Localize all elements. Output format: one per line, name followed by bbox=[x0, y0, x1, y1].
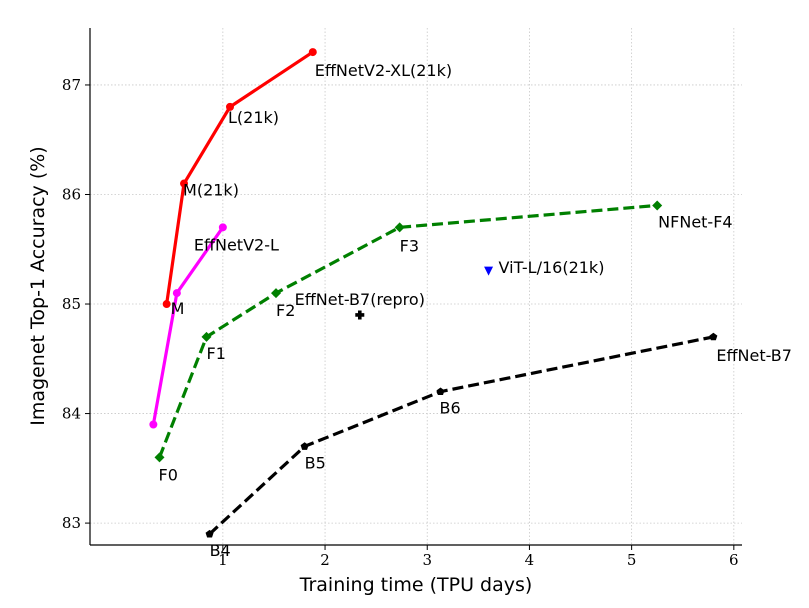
data-point bbox=[484, 266, 494, 276]
point-label: F3 bbox=[400, 236, 419, 255]
series-line bbox=[165, 50, 314, 305]
data-point bbox=[180, 179, 189, 188]
point-label: B5 bbox=[305, 453, 326, 472]
data-point bbox=[436, 387, 445, 396]
x-tick-label: 4 bbox=[525, 551, 535, 569]
x-tick-label: 5 bbox=[627, 551, 637, 569]
data-point bbox=[149, 420, 158, 429]
x-tick-label: 3 bbox=[422, 551, 432, 569]
data-point bbox=[394, 222, 405, 233]
series-4 bbox=[355, 310, 365, 320]
gridlines bbox=[90, 28, 742, 545]
y-tick-label: 85 bbox=[62, 295, 81, 313]
series bbox=[149, 48, 718, 538]
series-line bbox=[151, 226, 225, 425]
data-point bbox=[172, 289, 181, 298]
data-point bbox=[652, 200, 663, 211]
point-label: NFNet-F4 bbox=[658, 212, 732, 231]
data-point bbox=[205, 529, 214, 538]
point-label: B4 bbox=[210, 541, 231, 560]
data-point bbox=[201, 331, 212, 342]
y-tick-label: 87 bbox=[62, 76, 81, 94]
x-tick-label: 1 bbox=[218, 551, 228, 569]
x-axis-title: Training time (TPU days) bbox=[299, 574, 533, 596]
data-point bbox=[218, 223, 227, 232]
series-5 bbox=[484, 266, 494, 276]
point-label: F1 bbox=[207, 344, 226, 363]
point-label: EffNet-B7 bbox=[716, 346, 792, 365]
point-label: M(21k) bbox=[183, 181, 239, 200]
point-label: B6 bbox=[440, 399, 461, 418]
data-point bbox=[300, 442, 309, 450]
series-2 bbox=[154, 200, 663, 463]
point-label: F2 bbox=[276, 301, 295, 320]
data-point bbox=[162, 300, 171, 309]
point-label: M bbox=[171, 299, 185, 318]
point-label: L(21k) bbox=[228, 108, 279, 127]
y-tick-label: 86 bbox=[62, 185, 81, 203]
data-point bbox=[709, 332, 718, 341]
point-label: EffNetV2-XL(21k) bbox=[315, 61, 452, 80]
point-labels: M M(21k) L(21k) EffNetV2-XL(21k) EffNetV2-L F… bbox=[158, 61, 791, 560]
data-point bbox=[270, 288, 281, 299]
point-label: EffNet-B7(repro) bbox=[295, 290, 425, 309]
data-point bbox=[308, 48, 317, 57]
tick-labels: 1 2 3 4 5 6 83 84 85 86 87 bbox=[62, 76, 739, 569]
point-label: EffNetV2-L bbox=[194, 235, 279, 254]
data-point bbox=[226, 102, 235, 111]
series-1 bbox=[149, 223, 227, 429]
series-line bbox=[208, 335, 714, 536]
series-0 bbox=[162, 48, 317, 309]
series-3 bbox=[205, 332, 718, 538]
point-label: F0 bbox=[158, 465, 177, 484]
data-point bbox=[154, 452, 165, 463]
y-tick-label: 83 bbox=[62, 514, 81, 532]
x-tick-label: 2 bbox=[320, 551, 330, 569]
data-point bbox=[355, 310, 365, 320]
x-tick-label: 6 bbox=[729, 551, 739, 569]
y-axis-title: Imagenet Top-1 Accuracy (%) bbox=[27, 146, 49, 425]
y-tick-label: 84 bbox=[62, 405, 81, 423]
axes bbox=[89, 28, 742, 546]
point-label: ViT-L/16(21k) bbox=[499, 258, 605, 277]
